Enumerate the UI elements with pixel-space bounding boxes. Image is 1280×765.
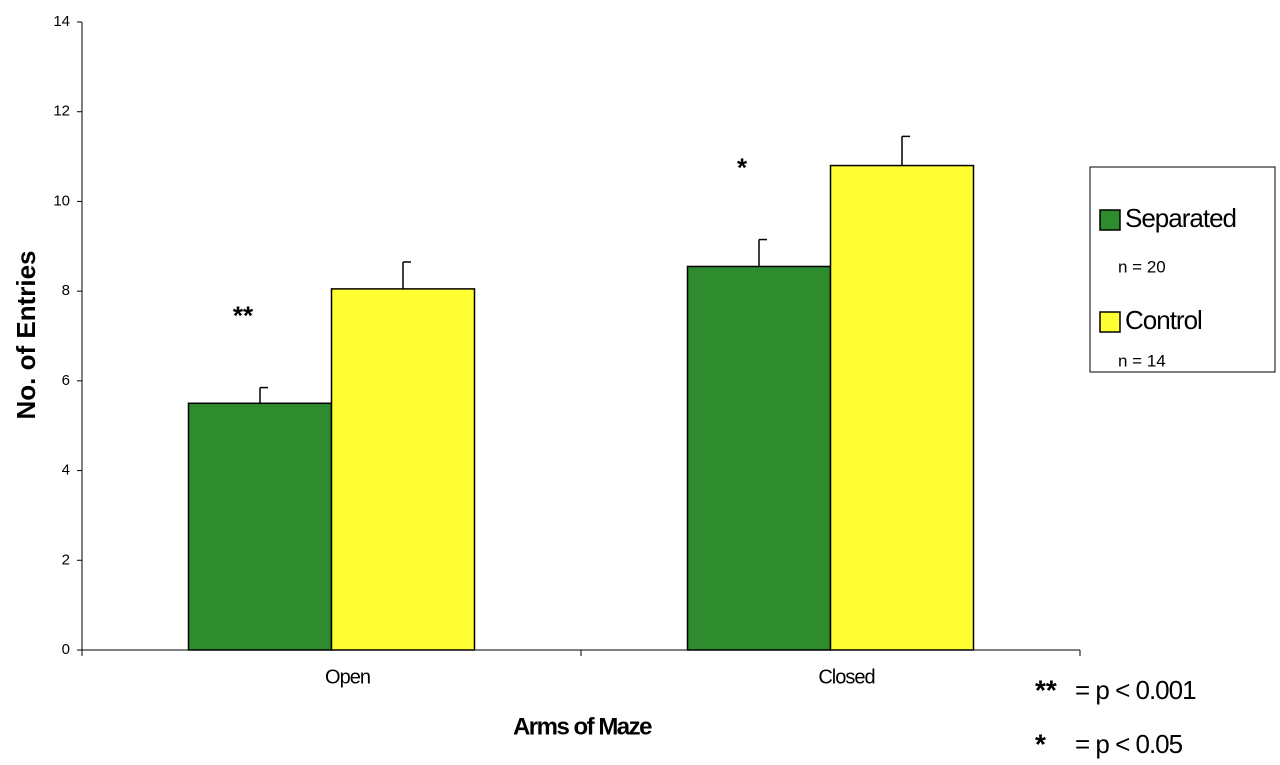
y-tick-label: 10 [53, 192, 70, 209]
footnote-symbol: * [1035, 728, 1046, 759]
error-bar [758, 238, 767, 267]
legend-swatch [1099, 209, 1121, 231]
x-axis-label: Arms of Maze [513, 713, 652, 740]
footnote-text: = p < 0.05 [1075, 729, 1183, 759]
error-bar [259, 386, 268, 404]
error-bar [402, 261, 411, 289]
legend-swatch [1099, 311, 1121, 333]
annotation: ** [233, 300, 254, 330]
y-tick-label: 0 [62, 641, 70, 658]
bar [330, 288, 476, 651]
legend-sample-size: n = 20 [1118, 257, 1166, 276]
y-axis-label: No. of Entries [11, 250, 41, 419]
legend-label: Separated [1125, 203, 1236, 233]
y-tick-label: 2 [62, 551, 70, 568]
x-tick-label: Closed [818, 666, 874, 688]
y-tick-label: 4 [62, 462, 70, 479]
annotation: * [737, 152, 748, 182]
y-tick-label: 8 [62, 282, 70, 299]
bar [829, 164, 975, 651]
y-tick-label: 6 [62, 372, 70, 389]
legend-label: Control [1125, 305, 1202, 335]
bar [686, 265, 832, 651]
footnote-text: = p < 0.001 [1075, 675, 1196, 705]
y-tick-label: 14 [53, 13, 70, 30]
legend-sample-size: n = 14 [1118, 351, 1166, 370]
x-tick-label: Open [325, 666, 370, 688]
footnote-symbol: ** [1035, 674, 1057, 705]
bar [187, 402, 333, 651]
legend-box [1089, 166, 1276, 373]
y-tick-label: 12 [53, 103, 70, 120]
error-bar [901, 135, 910, 166]
